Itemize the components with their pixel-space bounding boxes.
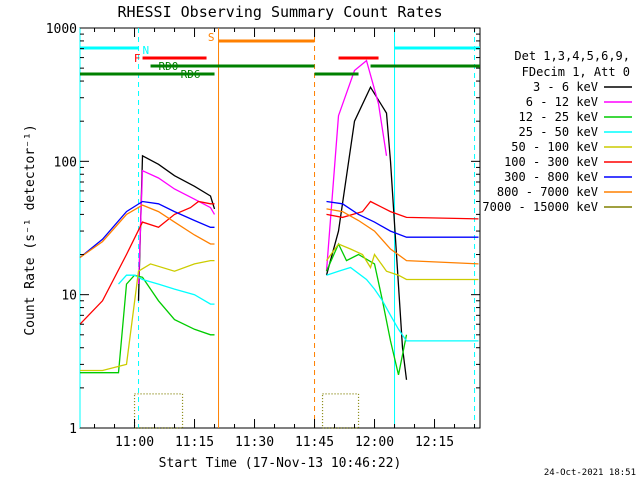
series-3-6kev-line [137,154,216,301]
state-label-rd6: RD6 [181,68,201,81]
series-3-6kev-line [325,85,408,380]
series-800-7000kev-line [79,204,215,259]
series-800-7000kev-line [326,208,479,265]
state-label-n: N [143,44,150,57]
series-100-300kev-line [326,200,479,220]
legend-entry-label: 3 - 6 keV [533,80,598,94]
series-100-300kev-line [79,200,215,325]
series-50-100kev-line [80,259,215,372]
legend-entry-label: 12 - 25 keV [519,110,598,124]
y-tick-label: 100 [54,155,77,170]
series-6-12kev-line [325,59,388,272]
legend-entry-label: 6 - 12 keV [526,95,598,109]
series-7000-15000-kev-block [321,393,360,429]
series-12-25kev-line [80,274,215,374]
legend-entry-label: 800 - 7000 keV [497,185,598,199]
legend-entry-label: 25 - 50 keV [519,125,598,139]
legend-entry-label: 50 - 100 keV [511,140,598,154]
series-6-12kev-line [137,169,216,285]
y-tick-label: 1 [69,422,77,437]
legend-header-line1: Det 1,3,4,5,6,9, [514,49,630,63]
axis-ticks: 11:00 11:15 11:30 11:45 12:00 12:15 1 10 100 1000 [46,22,480,450]
x-tick-label: 11:15 [175,435,214,450]
series-300-800kev-line [326,200,479,238]
y-tick-label: 10 [61,289,77,304]
series-7000-15000-kev-block [133,393,184,429]
x-tick-label: 12:00 [355,435,394,450]
legend-entry-label: 300 - 800 keV [504,170,598,184]
footer-date: 24-Oct-2021 18:51 [544,468,636,478]
chart-title: RHESSI Observing Summary Count Rates [117,3,442,21]
series-300-800kev-line [79,200,215,259]
x-tick-label: 12:15 [415,435,454,450]
series-25-50kev-line [326,266,479,342]
legend-entry-label: 7000 - 15000 keV [482,200,598,214]
x-tick-label: 11:00 [115,435,154,450]
x-axis-label: Start Time (17-Nov-13 10:46:22) [159,456,402,471]
state-label-rd0: RD0 [159,60,179,73]
y-tick-label: 1000 [46,22,77,37]
series-50-100kev-line [325,243,479,281]
state-label-s: S [208,31,215,44]
state-label-f: F [134,52,141,65]
y-axis-label: Count Rate (s⁻¹ detector⁻¹) [23,124,38,335]
series-layer [79,59,479,429]
series-25-50kev-line [118,274,215,305]
x-tick-label: 11:45 [295,435,334,450]
vertical-markers [79,28,476,428]
legend-entry-label: 100 - 300 keV [504,155,598,169]
series-12-25kev-line [325,242,408,376]
x-tick-label: 11:30 [235,435,274,450]
legend-header-line2: FDecim 1, Att 0 [522,65,630,79]
